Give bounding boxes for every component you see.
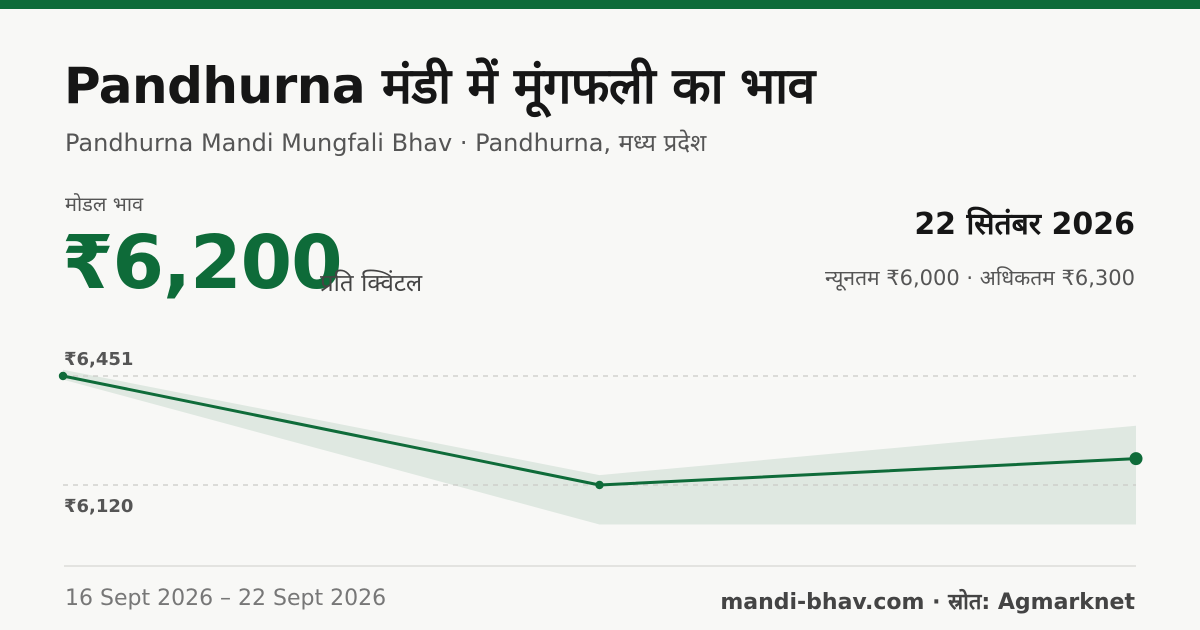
modal-price-value: ₹6,200 — [62, 220, 343, 306]
footer-divider — [64, 565, 1136, 567]
page-title: Pandhurna मंडी में मूंगफली का भाव — [64, 57, 815, 115]
min-max-price: न्यूनतम ₹6,000 · अधिकतम ₹6,300 — [825, 266, 1135, 290]
data-point — [58, 371, 68, 381]
source-credit: mandi-bhav.com · स्रोत: Agmarknet — [720, 590, 1135, 615]
price-date: 22 सितंबर 2026 — [914, 207, 1135, 242]
price-unit: प्रति क्विंटल — [320, 269, 423, 297]
page-subtitle: Pandhurna Mandi Mungfali Bhav · Pandhurn… — [65, 129, 707, 157]
price-trend-chart: ₹6,451 ₹6,120 — [58, 349, 1143, 525]
top-accent-bar — [0, 0, 1200, 9]
date-range: 16 Sept 2026 – 22 Sept 2026 — [65, 586, 387, 611]
data-point — [595, 480, 604, 490]
modal-price-label: मोडल भाव — [65, 192, 144, 216]
data-point — [1129, 452, 1143, 466]
reference-line-label: ₹6,120 — [64, 496, 133, 517]
min-max-band — [63, 369, 1136, 525]
reference-line-label: ₹6,451 — [64, 349, 133, 370]
